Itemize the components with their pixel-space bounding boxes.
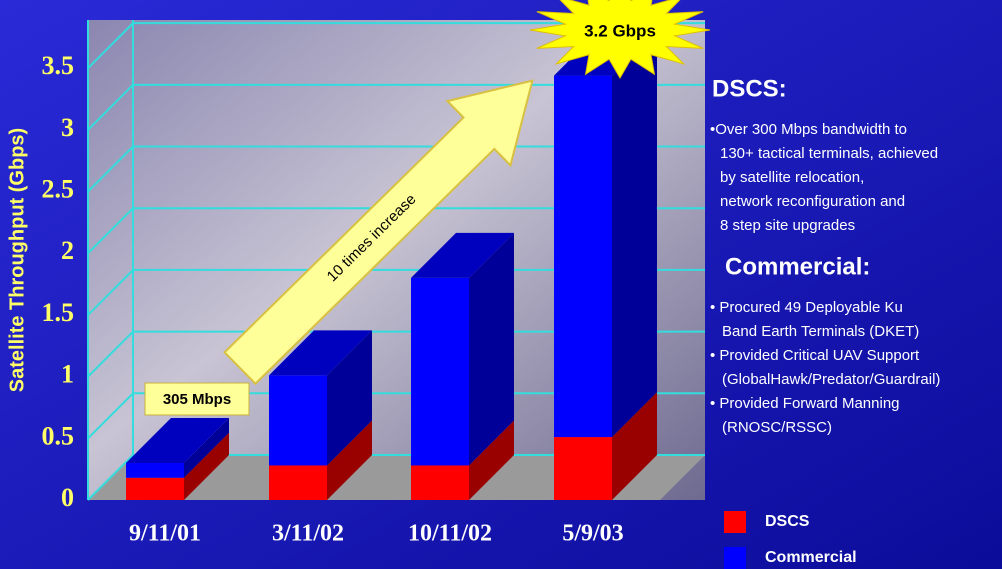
bar-side [184,432,229,500]
bullet-line: (GlobalHawk/Predator/Guardrail) [722,371,940,388]
bullet-line: (RNOSC/RSSC) [722,419,832,436]
y-tick-label: 3 [61,113,74,142]
bullet-line: • Procured 49 Deployable Ku [710,299,903,316]
bar [126,477,184,500]
bullet-line: • Provided Critical UAV Support [710,347,920,364]
bar-top [411,232,514,278]
y-axis-label: Satellite Throughput (Gbps) [6,128,28,392]
legend-label: DSCS [765,513,810,530]
starburst-label: 3.2 Gbps [584,21,656,40]
bar [126,462,184,478]
bar [269,375,327,466]
bar [411,277,469,466]
y-tick-label: 2.5 [42,175,75,204]
bullet-line: network reconfiguration and [720,193,905,210]
bar [411,465,469,500]
bar-side [184,417,229,478]
legend-swatch [724,511,746,533]
legend-label: Commercial [765,549,857,566]
grid-line [87,454,134,501]
legend-swatch [724,547,746,569]
grid-line [87,84,134,131]
bar [554,437,612,500]
y-tick-label: 0 [61,483,74,512]
callout-box [144,382,250,416]
arrow-shape [223,79,534,386]
bullet-line: Band Earth Terminals (DKET) [722,323,919,340]
x-tick-label: 3/11/02 [272,521,344,547]
bar-side [327,420,372,500]
x-tick-label: 9/11/01 [129,521,201,547]
bar-top [126,417,229,463]
y-tick-label: 3.5 [42,51,75,80]
grid-line [87,392,134,440]
bar [269,465,327,500]
section-heading: Commercial: [725,253,870,280]
bar-side [612,392,657,500]
bullet-line: • Provided Forward Manning [710,395,900,412]
y-tick-label: 1 [61,360,74,389]
x-tick-label: 10/11/02 [408,521,492,547]
starburst [529,0,711,79]
y-tick-label: 1.5 [42,298,75,327]
callout-label: 305 Mbps [163,391,231,408]
bullet-line: by satellite relocation, [720,169,864,186]
grid-line [87,22,134,69]
y-tick-label: 2 [61,236,74,265]
bar-side [469,420,514,500]
grid-line [87,207,134,254]
floor [88,455,705,500]
bullet-line: 8 step site upgrades [720,217,855,234]
bar-side [327,330,372,466]
bar-side [469,232,514,466]
section-heading: DSCS: [712,75,787,102]
grid-line [87,145,134,193]
bullet-line: 130+ tactical terminals, achieved [720,145,938,162]
y-tick-label: 0.5 [42,421,75,450]
grid-line [87,269,134,316]
bar-side [612,30,657,438]
bar-top [269,330,372,376]
bullet-line: •Over 300 Mbps bandwidth to [710,121,907,138]
x-tick-label: 5/9/03 [562,521,623,547]
side-panel: DSCS: •Over 300 Mbps bandwidth to 130+ tac… [710,75,940,436]
bar [554,75,612,438]
grid-line [87,330,134,378]
